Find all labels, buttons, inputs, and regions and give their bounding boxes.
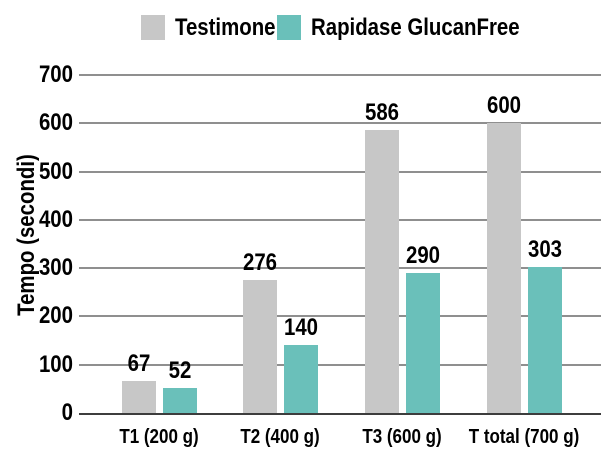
value-label-rapidase-1: 52 [168, 356, 191, 384]
bar-testimone-3 [364, 130, 399, 413]
x-axis-line [79, 413, 601, 415]
y-tick-label-700: 700 [38, 61, 73, 88]
value-label-testimone-3: 586 [364, 99, 399, 127]
x-axis-label-2: T2 (400 g) [240, 426, 320, 448]
x-axis-label-1: T1 (200 g) [119, 426, 199, 448]
gridline-300 [79, 267, 601, 270]
y-tick-label-500: 500 [38, 157, 73, 185]
y-tick-label-200: 200 [38, 302, 73, 330]
gridline-200 [79, 315, 601, 318]
value-label-rapidase-3: 290 [405, 241, 440, 269]
bar-rapidase-1 [162, 387, 197, 413]
legend-item-rapidase: Rapidase GlucanFree [277, 13, 556, 41]
bar-testimone-4 [486, 123, 521, 413]
legend-label-testimone: Testimone [175, 13, 276, 41]
value-label-testimone-2: 276 [242, 248, 277, 276]
value-label-testimone-1: 67 [127, 349, 150, 377]
bar-rapidase-2 [283, 345, 318, 413]
value-label-rapidase-2: 140 [283, 314, 318, 342]
legend-label-rapidase: Rapidase GlucanFree [311, 13, 520, 41]
y-tick-label-0: 0 [61, 399, 73, 426]
x-axis-label-3: T3 (600 g) [362, 426, 442, 448]
gridline-100 [79, 363, 601, 366]
bar-testimone-2 [242, 279, 277, 413]
gridline-500 [79, 170, 601, 173]
gridline-700 [79, 74, 601, 76]
bar-rapidase-4 [527, 266, 562, 413]
y-tick-label-600: 600 [38, 109, 73, 137]
bar-rapidase-3 [405, 272, 440, 413]
y-tick-label-100: 100 [38, 350, 73, 378]
y-tick-label-400: 400 [38, 205, 73, 233]
legend-swatch-testimone [141, 15, 165, 40]
gridline-400 [79, 218, 601, 221]
bar-testimone-1 [121, 380, 156, 413]
value-label-rapidase-4: 303 [527, 235, 562, 263]
legend-swatch-rapidase [277, 15, 301, 40]
legend-item-testimone: Testimone [141, 13, 293, 41]
y-tick-label-300: 300 [38, 254, 73, 282]
gridline-600 [79, 122, 601, 125]
value-label-testimone-4: 600 [486, 92, 521, 120]
x-axis-label-4: T total (700 g) [468, 426, 580, 448]
